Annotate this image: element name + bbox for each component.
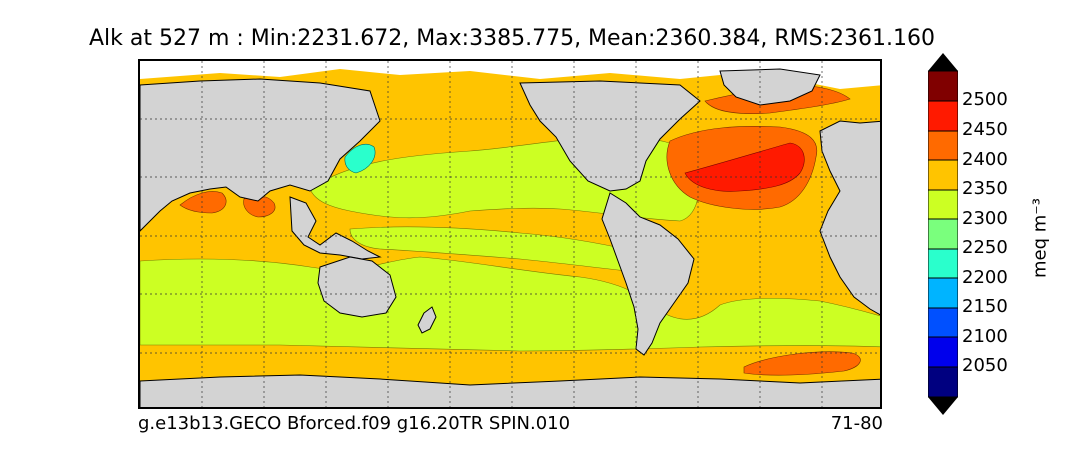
colorbar-tick-label: 2350: [962, 178, 1008, 199]
maritime-continent-land: [289, 196, 382, 260]
north-america-land: [519, 80, 701, 192]
colorbar-tick-label: 2400: [962, 149, 1008, 170]
colorbar-bin-2050-2100: [928, 336, 958, 368]
south-atlantic-2400-patch: [743, 351, 861, 376]
new-zealand-land: [417, 306, 437, 334]
japan-sea-2200-patch: [344, 144, 376, 174]
colorbar-bin-2200-2250: [928, 248, 958, 279]
south-america-land: [601, 192, 695, 356]
colorbar-tick-label: 2150: [962, 296, 1008, 317]
alkalinity-map: [140, 61, 880, 407]
australia-land: [317, 256, 397, 318]
atlantic-2450-core: [684, 142, 805, 192]
map-panel: [138, 59, 882, 409]
map-title: Alk at 527 m : Min:2231.672, Max:3385.77…: [88, 26, 935, 51]
colorbar-tick-label: 2050: [962, 355, 1008, 376]
colorbar-bin-2350-2400: [928, 159, 958, 191]
colorbar-tick-label: 2200: [962, 267, 1008, 288]
colorbar-bin-2250-2300: [928, 218, 958, 250]
colorbar-bottom-arrow: [928, 397, 958, 415]
run-name-label: g.e13b13.GECO Bforced.f09 g16.20TR SPIN.…: [138, 413, 571, 434]
colorbar-tick-label: 2300: [962, 208, 1008, 229]
colorbar-bin-2300-2350: [928, 189, 958, 220]
colorbar-bin-2450-2500: [928, 100, 958, 132]
colorbar-top-arrow: [928, 53, 958, 71]
years-label: 71-80: [830, 413, 883, 434]
colorbar-bin-below-2050: [928, 366, 958, 398]
colorbar-bin-2150-2200: [928, 277, 958, 309]
colorbar-bin-above-2500: [928, 70, 958, 102]
colorbar-unit-label: meq m⁻³: [1029, 197, 1051, 279]
colorbar-bin-2100-2150: [928, 307, 958, 338]
colorbar-bin-2400-2450: [928, 130, 958, 161]
colorbar-tick-label: 2500: [962, 89, 1008, 110]
arctic-ice: [140, 61, 880, 89]
map-gridlines: [140, 61, 880, 407]
colorbar: [928, 53, 958, 415]
africa-eurasia-land: [140, 78, 381, 232]
colorbar-tick-label: 2450: [962, 119, 1008, 140]
colorbar-tick-label: 2100: [962, 326, 1008, 347]
antarctica-land: [140, 374, 880, 407]
greenland-land: [719, 68, 821, 106]
colorbar-tick-label: 2250: [962, 237, 1008, 258]
land-masses: [140, 68, 880, 407]
europe-africa-land: [819, 120, 880, 316]
